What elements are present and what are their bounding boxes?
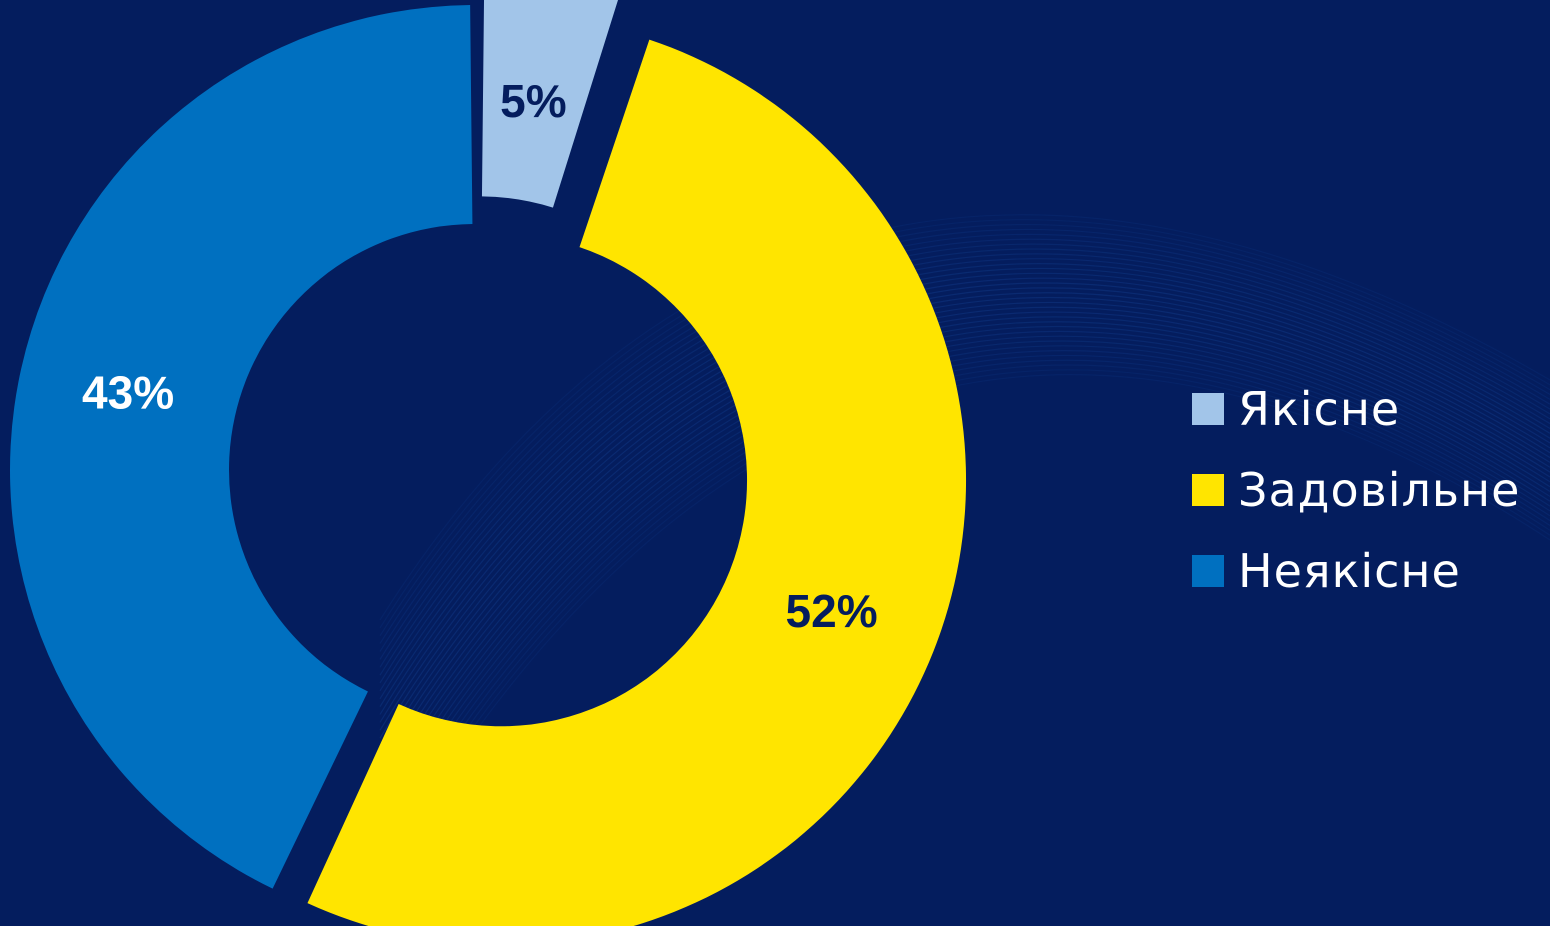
slice-poor	[9, 5, 473, 889]
slice-poor-label: 43%	[82, 367, 174, 419]
legend-swatch-icon	[1192, 554, 1224, 587]
legend-label: Неякісне	[1238, 543, 1461, 598]
legend-swatch-icon	[1192, 392, 1224, 425]
chart-legend: Якісне Задовільне Неякісне	[1192, 368, 1520, 611]
legend-item-quality: Якісне	[1192, 368, 1520, 449]
slice-satisfactory-label: 52%	[786, 585, 878, 637]
legend-label: Задовільне	[1238, 462, 1521, 517]
slice-satisfactory	[307, 39, 966, 926]
slice-quality	[481, 0, 619, 208]
legend-item-poor: Неякісне	[1192, 530, 1520, 611]
legend-item-satisfactory: Задовільне	[1192, 449, 1520, 530]
legend-swatch-icon	[1192, 473, 1224, 506]
legend-label: Якісне	[1238, 381, 1401, 436]
slice-quality-label: 5%	[500, 75, 566, 127]
